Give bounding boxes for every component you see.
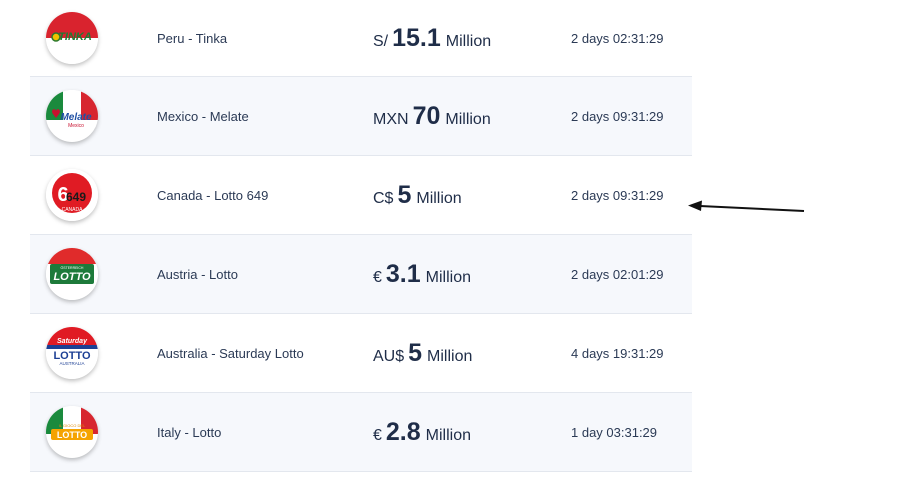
lottery-name: Mexico - Melate <box>157 108 249 124</box>
lotto649-logo-six: 6 <box>57 184 68 206</box>
saturday-logo-text: LOTTO <box>53 350 91 362</box>
lotto649-logo-text: 649 <box>66 190 86 204</box>
jackpot-unit: Million <box>425 426 472 444</box>
jackpot-unit: Million <box>445 110 491 128</box>
austria-logo-text: LOTTO <box>53 271 91 283</box>
melate-logo-subtext: Mexico <box>68 123 84 129</box>
tinka-logo-icon: TINKA <box>46 12 98 64</box>
lottery-row-australia-saturday-lotto[interactable]: Saturday LOTTO AUSTRALIA Australia - Sat… <box>30 314 692 393</box>
draw-countdown: 2 days 02:01:29 <box>571 266 664 282</box>
jackpot-unit: Million <box>427 347 473 365</box>
draw-countdown: 2 days 09:31:29 <box>571 187 664 203</box>
lottery-row-canada-lotto-649[interactable]: 6 649 CANADA Canada - Lotto 649 C$ 5 Mil… <box>30 156 692 235</box>
lottery-list: TINKA Peru - Tinka S/ 15.1 Million 2 day… <box>30 0 692 472</box>
annotation-arrow-icon <box>688 200 805 212</box>
jackpot: € 3.1 Million <box>373 260 471 289</box>
jackpot-amount: 15.1 <box>392 23 441 52</box>
melate-logo-icon: Melate Mexico <box>46 90 98 142</box>
lottery-row-mexico-melate[interactable]: Melate Mexico Mexico - Melate MXN 70 Mil… <box>30 77 692 156</box>
jackpot-currency: AU$ <box>373 347 405 365</box>
lottery-name: Australia - Saturday Lotto <box>157 345 304 361</box>
saturday-lotto-logo-icon: Saturday LOTTO AUSTRALIA <box>46 327 98 379</box>
jackpot-unit: Million <box>416 189 462 207</box>
melate-logo-text: Melate <box>60 112 92 123</box>
lottery-row-peru-tinka[interactable]: TINKA Peru - Tinka S/ 15.1 Million 2 day… <box>30 0 692 77</box>
lottery-name: Italy - Lotto <box>157 424 222 440</box>
jackpot-unit: Million <box>445 32 492 50</box>
lottery-name: Peru - Tinka <box>157 30 228 46</box>
jackpot: € 2.8 Million <box>373 418 471 447</box>
draw-countdown: 2 days 09:31:29 <box>571 108 664 124</box>
lottery-row-austria-lotto[interactable]: ÖSTERREICH LOTTO Austria - Lotto € 3.1 M… <box>30 235 692 314</box>
jackpot-amount: 5 <box>397 180 412 209</box>
jackpot-amount: 70 <box>412 101 441 130</box>
jackpot-unit: Million <box>425 268 472 286</box>
tinka-logo-text: TINKA <box>58 31 92 43</box>
lottery-row-italy-lotto[interactable]: IL GIOCO DEL LOTTO Italy - Lotto € 2.8 M… <box>30 393 692 472</box>
austria-logo-subtext: ÖSTERREICH <box>61 266 84 270</box>
jackpot: S/ 15.1 Million <box>373 24 491 53</box>
austria-lotto-logo-icon: ÖSTERREICH LOTTO <box>46 248 98 300</box>
jackpot-currency: C$ <box>373 189 394 207</box>
italy-logo-text: LOTTO <box>57 430 87 440</box>
jackpot: MXN 70 Million <box>373 102 491 131</box>
jackpot: AU$ 5 Million <box>373 339 472 368</box>
italy-lotto-logo-icon: IL GIOCO DEL LOTTO <box>46 406 98 458</box>
jackpot-amount: 2.8 <box>385 417 421 446</box>
jackpot-amount: 3.1 <box>385 259 421 288</box>
jackpot-currency: € <box>373 426 382 444</box>
jackpot-currency: S/ <box>373 32 389 50</box>
italy-logo-subtext: IL GIOCO DEL <box>59 423 86 428</box>
jackpot-amount: 5 <box>408 338 423 367</box>
jackpot: C$ 5 Million <box>373 181 462 210</box>
jackpot-currency: € <box>373 268 382 286</box>
jackpot-currency: MXN <box>373 110 409 128</box>
draw-countdown: 4 days 19:31:29 <box>571 345 664 361</box>
saturday-logo-toptext: Saturday <box>57 338 88 345</box>
saturday-logo-subtext: AUSTRALIA <box>59 361 84 366</box>
lotto649-logo-icon: 6 649 CANADA <box>46 169 98 221</box>
lotto649-logo-subtext: CANADA <box>62 207 84 213</box>
draw-countdown: 1 day 03:31:29 <box>571 424 658 440</box>
lottery-name: Canada - Lotto 649 <box>157 187 269 203</box>
lottery-name: Austria - Lotto <box>157 266 238 282</box>
draw-countdown: 2 days 02:31:29 <box>571 30 664 46</box>
